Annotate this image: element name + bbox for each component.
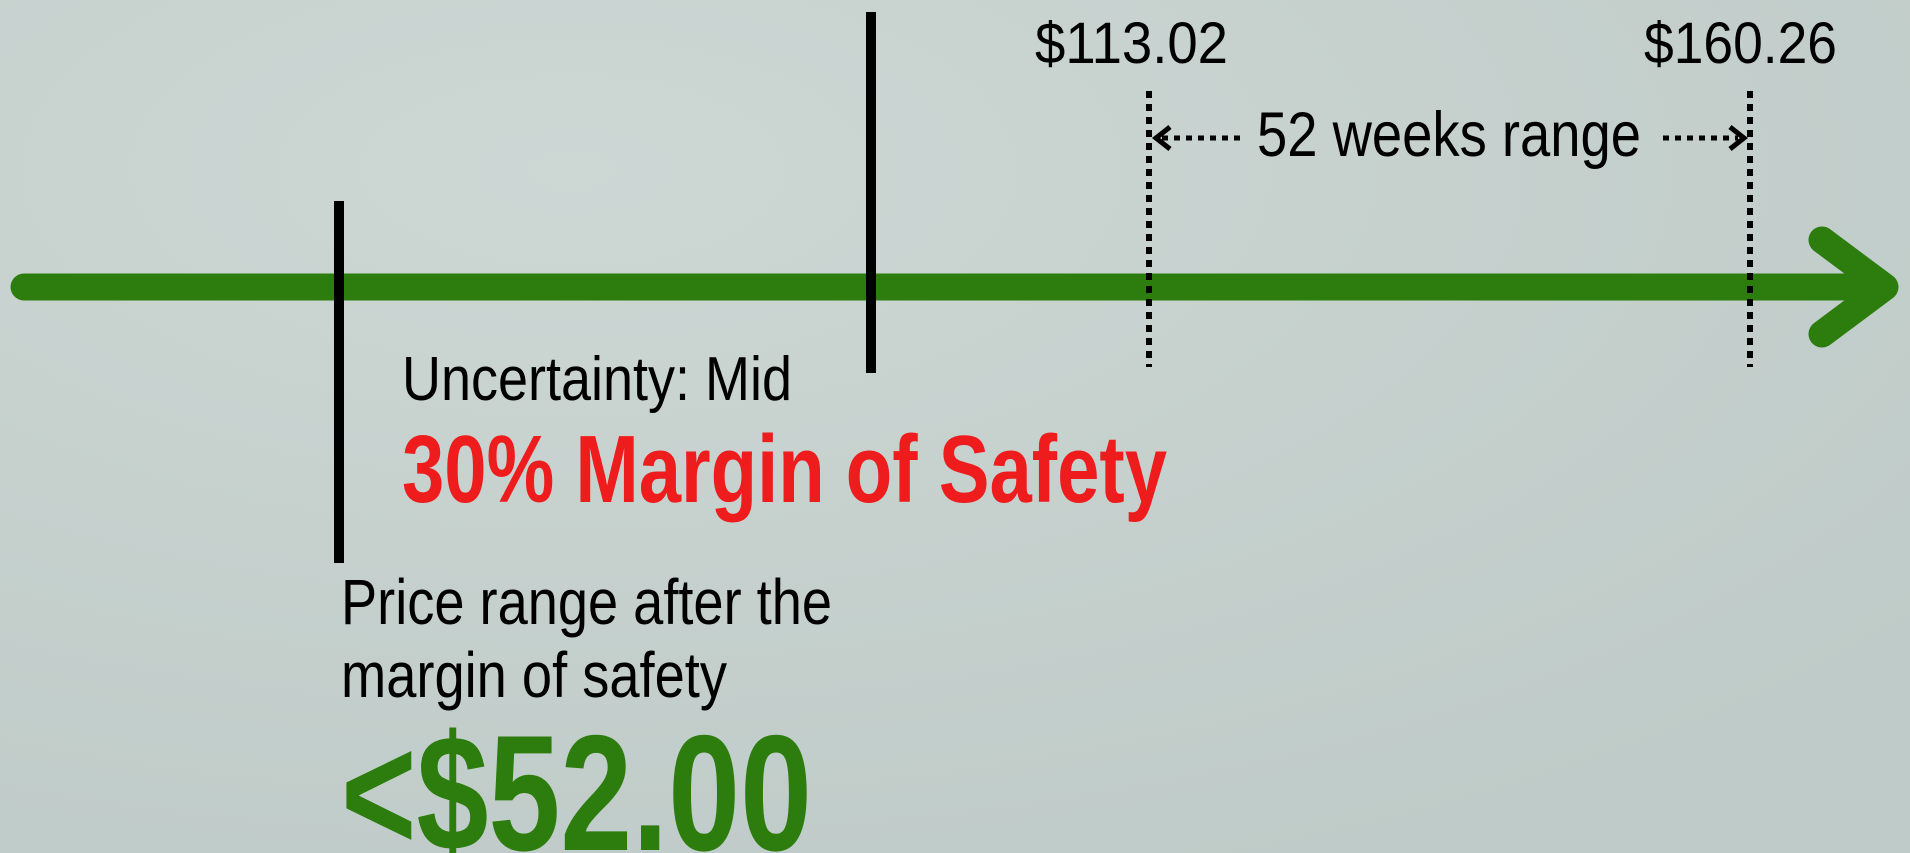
range-high-label: $160.26 — [1644, 11, 1837, 76]
price-caption-line: Price range after the — [341, 566, 832, 638]
margin-label: 30% Margin of Safety — [402, 416, 1167, 523]
range-low-label: $113.02 — [1035, 11, 1228, 76]
range-arrowhead-right — [1728, 125, 1749, 151]
price-value: <$52.00 — [341, 701, 812, 853]
axis-arrowhead — [1808, 226, 1899, 348]
range-label: 52 weeks range — [1257, 100, 1641, 170]
uncertainty-label: Uncertainty: Mid — [402, 345, 792, 414]
range-arrowhead-left — [1151, 125, 1172, 151]
price-caption-line: margin of safety — [341, 639, 727, 711]
